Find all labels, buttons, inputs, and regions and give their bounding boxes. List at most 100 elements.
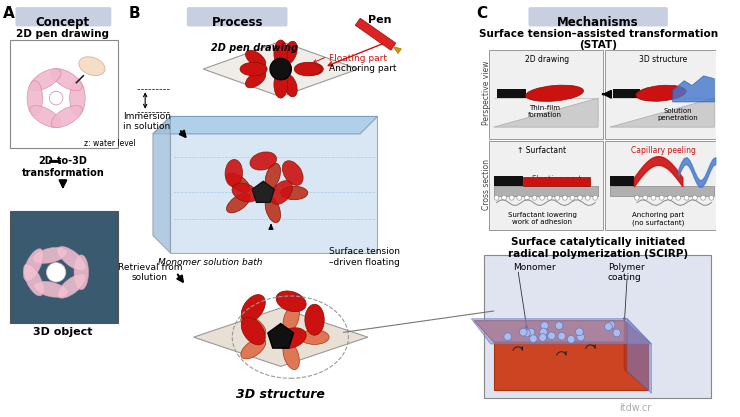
Circle shape (504, 333, 511, 341)
Bar (489, 50, 603, 139)
Circle shape (532, 195, 537, 200)
Circle shape (548, 195, 552, 200)
Circle shape (651, 195, 656, 200)
Bar (522, 178, 591, 186)
Text: Surface catalytically initiated
radical polymerization (SCIRP): Surface catalytically initiated radical … (508, 237, 688, 259)
Ellipse shape (295, 62, 321, 76)
Circle shape (558, 332, 565, 340)
Circle shape (613, 329, 621, 337)
Text: 2D-to-3D
transformation: 2D-to-3D transformation (21, 156, 104, 178)
Circle shape (701, 195, 705, 200)
Polygon shape (153, 116, 170, 253)
Bar (610, 176, 634, 186)
Text: (STAT): (STAT) (579, 40, 617, 50)
Text: Mechanisms: Mechanisms (557, 16, 639, 29)
Ellipse shape (240, 62, 267, 76)
Text: Solution
penetration: Solution penetration (657, 108, 698, 121)
Polygon shape (153, 116, 377, 134)
Circle shape (576, 328, 583, 336)
Ellipse shape (51, 69, 82, 90)
Ellipse shape (58, 246, 86, 271)
Bar (10, 211, 118, 323)
Text: Anchoring part: Anchoring part (329, 64, 397, 73)
Ellipse shape (24, 264, 44, 296)
Polygon shape (194, 308, 368, 367)
Polygon shape (355, 18, 396, 50)
Bar (613, 89, 640, 98)
Ellipse shape (241, 317, 265, 345)
Circle shape (502, 195, 507, 200)
Ellipse shape (525, 85, 584, 101)
Text: A: A (3, 6, 15, 21)
Polygon shape (610, 98, 714, 127)
Circle shape (539, 195, 545, 200)
Text: Process: Process (212, 16, 263, 29)
Ellipse shape (232, 183, 258, 202)
Circle shape (541, 322, 548, 329)
Ellipse shape (225, 159, 243, 186)
Ellipse shape (283, 161, 303, 185)
Circle shape (539, 328, 548, 336)
FancyBboxPatch shape (16, 7, 111, 26)
Text: Thin-film
formation: Thin-film formation (528, 105, 562, 118)
Circle shape (693, 195, 697, 200)
Ellipse shape (300, 63, 323, 75)
Text: 2D drawing: 2D drawing (525, 55, 569, 63)
FancyBboxPatch shape (186, 7, 287, 26)
Circle shape (709, 195, 714, 200)
Circle shape (659, 195, 664, 200)
Circle shape (555, 322, 563, 329)
Polygon shape (494, 98, 598, 127)
Ellipse shape (240, 338, 266, 359)
Polygon shape (471, 319, 651, 344)
Ellipse shape (226, 193, 250, 213)
Ellipse shape (241, 294, 265, 322)
Polygon shape (204, 41, 358, 97)
Polygon shape (673, 76, 714, 102)
Text: z: water level: z: water level (84, 139, 135, 148)
Ellipse shape (58, 274, 86, 298)
Circle shape (562, 195, 568, 200)
Polygon shape (625, 321, 648, 390)
Ellipse shape (24, 249, 44, 281)
Circle shape (608, 321, 615, 329)
Text: Floating part: Floating part (329, 53, 387, 63)
Text: Surface tension–assisted transformation: Surface tension–assisted transformation (479, 29, 718, 39)
Circle shape (676, 195, 681, 200)
Ellipse shape (271, 181, 292, 204)
Text: Immersion
in solution: Immersion in solution (123, 112, 171, 131)
Circle shape (570, 195, 575, 200)
Text: Perspective view: Perspective view (482, 61, 491, 126)
Ellipse shape (283, 342, 300, 369)
Text: 2D pen drawing: 2D pen drawing (211, 43, 298, 53)
Circle shape (527, 329, 535, 336)
Bar (605, 50, 719, 139)
Text: Surfactant lowering
work of adhesion: Surfactant lowering work of adhesion (508, 212, 576, 225)
Text: 2D pen drawing: 2D pen drawing (16, 29, 110, 39)
Ellipse shape (300, 330, 329, 344)
Circle shape (548, 332, 555, 340)
Circle shape (576, 333, 585, 341)
Circle shape (520, 328, 528, 335)
Text: Retrieval from
solution: Retrieval from solution (118, 263, 182, 282)
Circle shape (270, 58, 292, 80)
Ellipse shape (265, 163, 280, 189)
Bar (484, 255, 711, 398)
Text: Monomer: Monomer (513, 263, 556, 271)
Ellipse shape (274, 40, 287, 67)
Ellipse shape (636, 85, 686, 101)
Text: C: C (477, 6, 488, 21)
Circle shape (522, 329, 530, 337)
Bar (10, 40, 118, 148)
Circle shape (634, 195, 639, 200)
Ellipse shape (265, 196, 280, 223)
Circle shape (593, 195, 598, 200)
Text: Concept: Concept (36, 16, 90, 29)
Text: Anchoring part
(no surfactant): Anchoring part (no surfactant) (632, 212, 685, 226)
Circle shape (539, 334, 547, 342)
Circle shape (529, 335, 537, 342)
Ellipse shape (283, 74, 297, 97)
Bar (494, 176, 522, 186)
Bar (494, 186, 598, 196)
Text: 3D structure: 3D structure (639, 55, 687, 63)
